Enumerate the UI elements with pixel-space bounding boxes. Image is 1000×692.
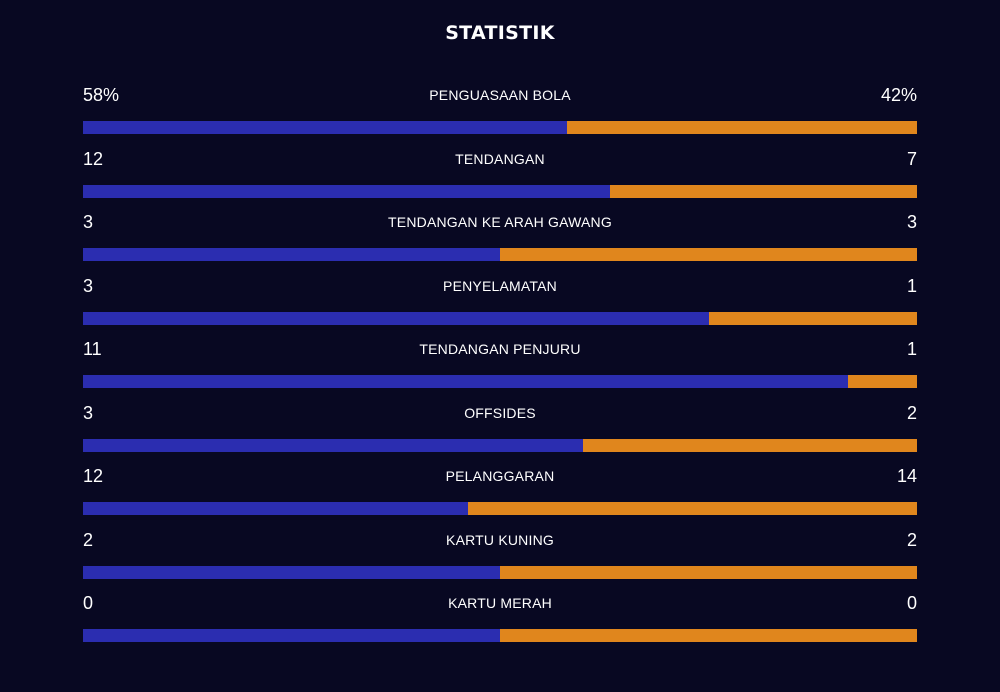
stat-header: 58% PENGUASAAN BOLA 42% xyxy=(83,83,917,107)
home-value: 3 xyxy=(83,403,94,423)
away-value: 2 xyxy=(906,403,917,423)
away-value: 2 xyxy=(906,530,917,550)
stat-header: 3 PENYELAMATAN 1 xyxy=(83,274,917,298)
stat-header: 0 KARTU MERAH 0 xyxy=(83,591,917,615)
home-bar-segment xyxy=(83,439,584,452)
stat-header: 12 TENDANGAN 7 xyxy=(83,147,917,171)
stat-row: 0 KARTU MERAH 0 xyxy=(83,591,917,645)
stat-label: TENDANGAN PENJURU xyxy=(419,341,581,357)
stat-label: KARTU KUNING xyxy=(446,532,554,548)
away-value: 1 xyxy=(906,276,917,296)
stat-row: 3 TENDANGAN KE ARAH GAWANG 3 xyxy=(83,210,917,264)
away-bar-segment xyxy=(708,312,917,325)
away-value: 3 xyxy=(906,212,917,232)
comparison-bar xyxy=(83,502,917,515)
home-bar-segment xyxy=(83,629,500,642)
away-bar-segment xyxy=(500,248,917,261)
page-title: STATISTIK xyxy=(445,22,555,44)
away-bar-segment xyxy=(566,121,917,134)
comparison-bar xyxy=(83,375,917,388)
home-bar-segment xyxy=(83,566,500,579)
home-value: 0 xyxy=(83,593,94,613)
away-value: 14 xyxy=(896,466,917,486)
home-value: 2 xyxy=(83,530,94,550)
stat-row: 12 PELANGGARAN 14 xyxy=(83,464,917,518)
stat-row: 3 PENYELAMATAN 1 xyxy=(83,274,917,328)
stat-label: TENDANGAN xyxy=(455,151,545,167)
away-bar-segment xyxy=(500,629,917,642)
home-bar-segment xyxy=(83,375,848,388)
home-value: 11 xyxy=(83,339,102,359)
home-bar-segment xyxy=(83,248,500,261)
away-bar-segment xyxy=(583,439,917,452)
comparison-bar xyxy=(83,629,917,642)
away-value: 1 xyxy=(906,339,917,359)
stat-row: 3 OFFSIDES 2 xyxy=(83,401,917,455)
stat-header: 3 OFFSIDES 2 xyxy=(83,401,917,425)
comparison-bar xyxy=(83,566,917,579)
stat-header: 12 PELANGGARAN 14 xyxy=(83,464,917,488)
comparison-bar xyxy=(83,312,917,325)
stat-label: PENYELAMATAN xyxy=(443,278,557,294)
stat-header: 2 KARTU KUNING 2 xyxy=(83,528,917,552)
away-bar-segment xyxy=(610,185,917,198)
stat-label: KARTU MERAH xyxy=(448,595,552,611)
away-value: 7 xyxy=(906,149,917,169)
home-value: 12 xyxy=(83,149,104,169)
stat-row: 11 TENDANGAN PENJURU 1 xyxy=(83,337,917,391)
home-bar-segment xyxy=(83,312,709,325)
away-bar-segment xyxy=(500,566,917,579)
home-bar-segment xyxy=(83,502,469,515)
comparison-bar xyxy=(83,121,917,134)
comparison-bar xyxy=(83,248,917,261)
away-value: 0 xyxy=(906,593,917,613)
home-value: 3 xyxy=(83,276,94,296)
home-bar-segment xyxy=(83,185,611,198)
away-value: 42% xyxy=(880,85,917,105)
stat-row: 2 KARTU KUNING 2 xyxy=(83,528,917,582)
home-value: 3 xyxy=(83,212,94,232)
away-bar-segment xyxy=(468,502,917,515)
home-value: 12 xyxy=(83,466,104,486)
comparison-bar xyxy=(83,185,917,198)
away-bar-segment xyxy=(847,375,917,388)
stat-row: 12 TENDANGAN 7 xyxy=(83,147,917,201)
stat-label: PENGUASAAN BOLA xyxy=(429,87,571,103)
stat-header: 11 TENDANGAN PENJURU 1 xyxy=(83,337,917,361)
home-bar-segment xyxy=(83,121,567,134)
stat-row: 58% PENGUASAAN BOLA 42% xyxy=(83,83,917,137)
stat-header: 3 TENDANGAN KE ARAH GAWANG 3 xyxy=(83,210,917,234)
comparison-bar xyxy=(83,439,917,452)
stat-label: PELANGGARAN xyxy=(445,468,555,484)
home-value: 58% xyxy=(83,85,120,105)
stat-label: OFFSIDES xyxy=(464,405,536,421)
stat-label: TENDANGAN KE ARAH GAWANG xyxy=(388,214,612,230)
